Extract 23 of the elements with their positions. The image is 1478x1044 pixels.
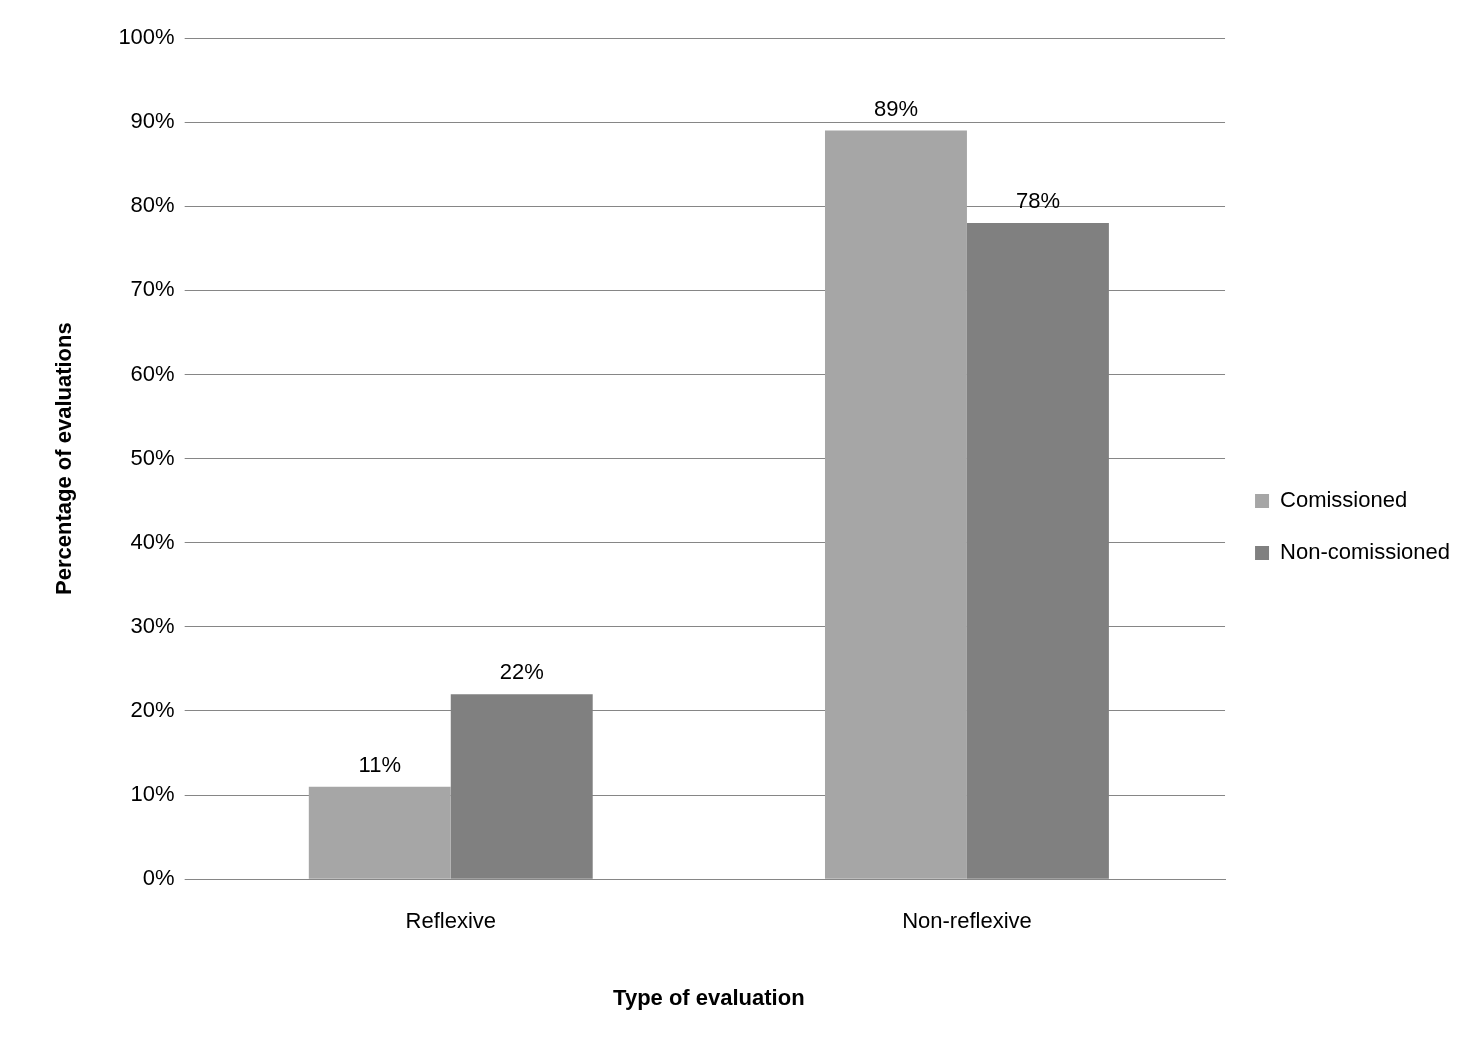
legend-label: Comissioned — [1280, 487, 1408, 513]
bar — [824, 130, 967, 879]
legend-label: Non-comissioned — [1280, 539, 1451, 565]
y-tick-label: 60% — [130, 360, 175, 386]
y-axis-title: Percentage of evaluations — [51, 322, 77, 595]
x-tick-label: Non-reflexive — [902, 908, 1032, 934]
x-tick-label: Reflexive — [405, 908, 496, 934]
text: 22% — [499, 659, 544, 685]
y-tick-label: 20% — [130, 697, 175, 723]
y-tick-label: 70% — [130, 276, 175, 302]
y-tick-label: 100% — [118, 24, 175, 50]
y-tick-label: 40% — [130, 528, 175, 554]
y-tick-label: 50% — [130, 444, 175, 470]
text: 89% — [873, 95, 918, 121]
text: 78% — [1015, 188, 1060, 214]
y-tick-label: 80% — [130, 192, 175, 218]
text: 11% — [358, 751, 401, 777]
y-tick-label: 90% — [130, 108, 175, 134]
y-tick-label: 0% — [142, 865, 175, 891]
y-tick-label: 30% — [130, 612, 175, 638]
x-axis-title: Type of evaluation — [613, 984, 805, 1010]
bar — [308, 786, 451, 879]
y-tick-label: 10% — [130, 781, 175, 807]
